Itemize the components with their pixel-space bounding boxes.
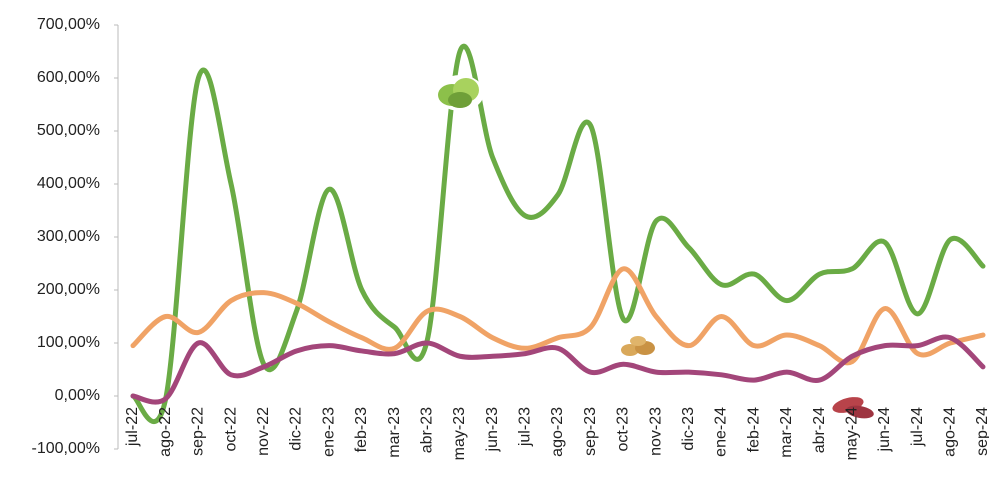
x-tick-label: sep-23 (582, 407, 599, 456)
x-tick-label: abr-24 (811, 407, 828, 453)
y-tick-label: 300,00% (37, 228, 100, 245)
x-tick-label: dic-23 (680, 407, 697, 451)
series-line (130, 43, 986, 424)
y-tick-label: 700,00% (37, 16, 100, 33)
x-tick-label: may-24 (843, 407, 860, 460)
series-line (130, 266, 986, 366)
x-tick-label: oct-23 (615, 407, 632, 452)
x-tick-label: may-23 (451, 407, 468, 460)
sweet-potato-icon (832, 397, 874, 419)
x-tick-label: jul-24 (909, 407, 926, 447)
y-tick-label: 100,00% (37, 334, 100, 351)
x-tick-label: ago-23 (549, 407, 566, 457)
x-tick-label: ene-24 (713, 407, 730, 457)
x-tick-label: feb-23 (353, 407, 370, 452)
x-tick-label: mar-24 (778, 407, 795, 458)
x-tick-label: oct-22 (222, 407, 239, 452)
y-tick-label: 200,00% (37, 281, 100, 298)
potato-icon (621, 336, 655, 356)
x-tick-label: sep-24 (974, 407, 989, 456)
x-tick-label: sep-22 (190, 407, 207, 456)
x-tick-label: ago-24 (942, 407, 959, 457)
x-tick-label: nov-22 (255, 407, 272, 456)
series-line (130, 334, 986, 405)
x-tick-label: jun-23 (484, 407, 501, 453)
x-tick-label: jul-22 (124, 407, 141, 447)
y-tick-label: 400,00% (37, 175, 100, 192)
x-tick-label: mar-23 (386, 407, 403, 458)
x-tick-label: dic-22 (288, 407, 305, 451)
y-tick-label: -100,00% (32, 440, 101, 457)
lettuce-icon (436, 75, 484, 111)
x-tick-label: jun-24 (876, 407, 893, 453)
y-tick-label: 500,00% (37, 122, 100, 139)
y-tick-label: 600,00% (37, 69, 100, 86)
x-tick-label: feb-24 (745, 407, 762, 452)
x-tick-label: ago-22 (157, 407, 174, 457)
y-tick-label: 0,00% (55, 387, 100, 404)
x-tick-label: ene-23 (320, 407, 337, 457)
x-tick-label: nov-23 (647, 407, 664, 456)
x-tick-label: abr-23 (418, 407, 435, 453)
x-tick-label: jul-23 (517, 407, 534, 447)
